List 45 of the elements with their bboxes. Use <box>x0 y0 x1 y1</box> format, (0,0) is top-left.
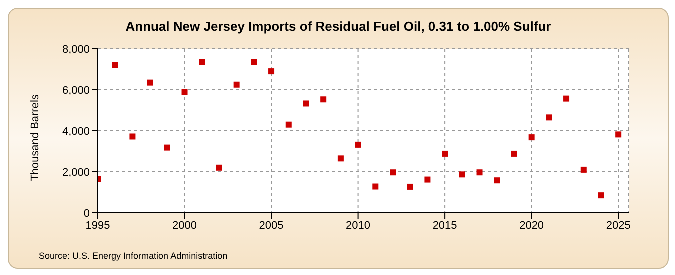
point <box>216 164 222 171</box>
x-tick-label: 1995 <box>86 220 110 232</box>
point <box>130 134 136 140</box>
point <box>234 82 240 88</box>
point <box>164 144 170 151</box>
point <box>251 59 258 66</box>
point <box>355 142 362 148</box>
point <box>338 156 344 162</box>
x-tick-label: 2015 <box>432 220 458 232</box>
point <box>147 80 154 86</box>
y-tick-label: 8,000 <box>62 44 90 56</box>
point <box>199 59 206 66</box>
point <box>459 172 466 178</box>
point <box>494 178 500 184</box>
point <box>286 122 292 128</box>
point <box>112 62 118 68</box>
point <box>320 96 327 103</box>
y-tick-label: 2,000 <box>62 166 90 179</box>
point <box>442 150 448 157</box>
y-tick-label: 4,000 <box>62 126 90 138</box>
x-tick-label: 2010 <box>346 220 371 232</box>
x-tick-label: 2025 <box>606 220 631 232</box>
point <box>616 132 622 138</box>
point <box>424 176 431 183</box>
y-tick-label: 0 <box>84 208 90 220</box>
point <box>580 166 587 173</box>
point <box>372 184 379 190</box>
x-tick-label: 2005 <box>259 220 284 232</box>
point <box>268 68 275 75</box>
point <box>303 100 310 107</box>
x-tick-label: 2020 <box>520 220 544 232</box>
point <box>546 114 552 121</box>
y-tick-label: 6,000 <box>62 84 90 97</box>
source-note: Source: U.S. Energy Information Administration <box>39 251 228 261</box>
point <box>407 184 414 190</box>
y-axis-title: Thousand Barrels <box>29 94 42 182</box>
point <box>528 134 535 141</box>
point <box>182 89 188 96</box>
point <box>564 96 570 102</box>
point <box>511 150 518 157</box>
x-tick-label: 2000 <box>172 220 198 232</box>
point <box>476 170 483 176</box>
chart-title: Annual New Jersey Imports of Residual Fuel Oil, 0.31 to 1.00% Sulfur <box>124 19 552 34</box>
point <box>390 170 396 176</box>
point <box>598 192 604 199</box>
